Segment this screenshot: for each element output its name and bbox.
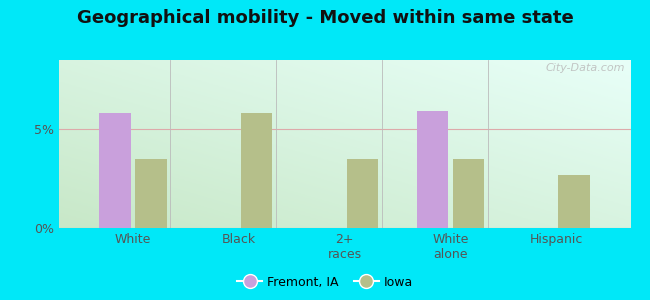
Legend: Fremont, IA, Iowa: Fremont, IA, Iowa [232,271,418,294]
Bar [346,159,378,228]
Bar [99,113,131,228]
Bar [558,175,590,228]
Text: City-Data.com: City-Data.com [545,63,625,74]
Bar [417,111,448,228]
Bar [135,159,166,228]
Text: Geographical mobility - Moved within same state: Geographical mobility - Moved within sam… [77,9,573,27]
Bar [240,113,272,228]
Bar [452,159,484,228]
